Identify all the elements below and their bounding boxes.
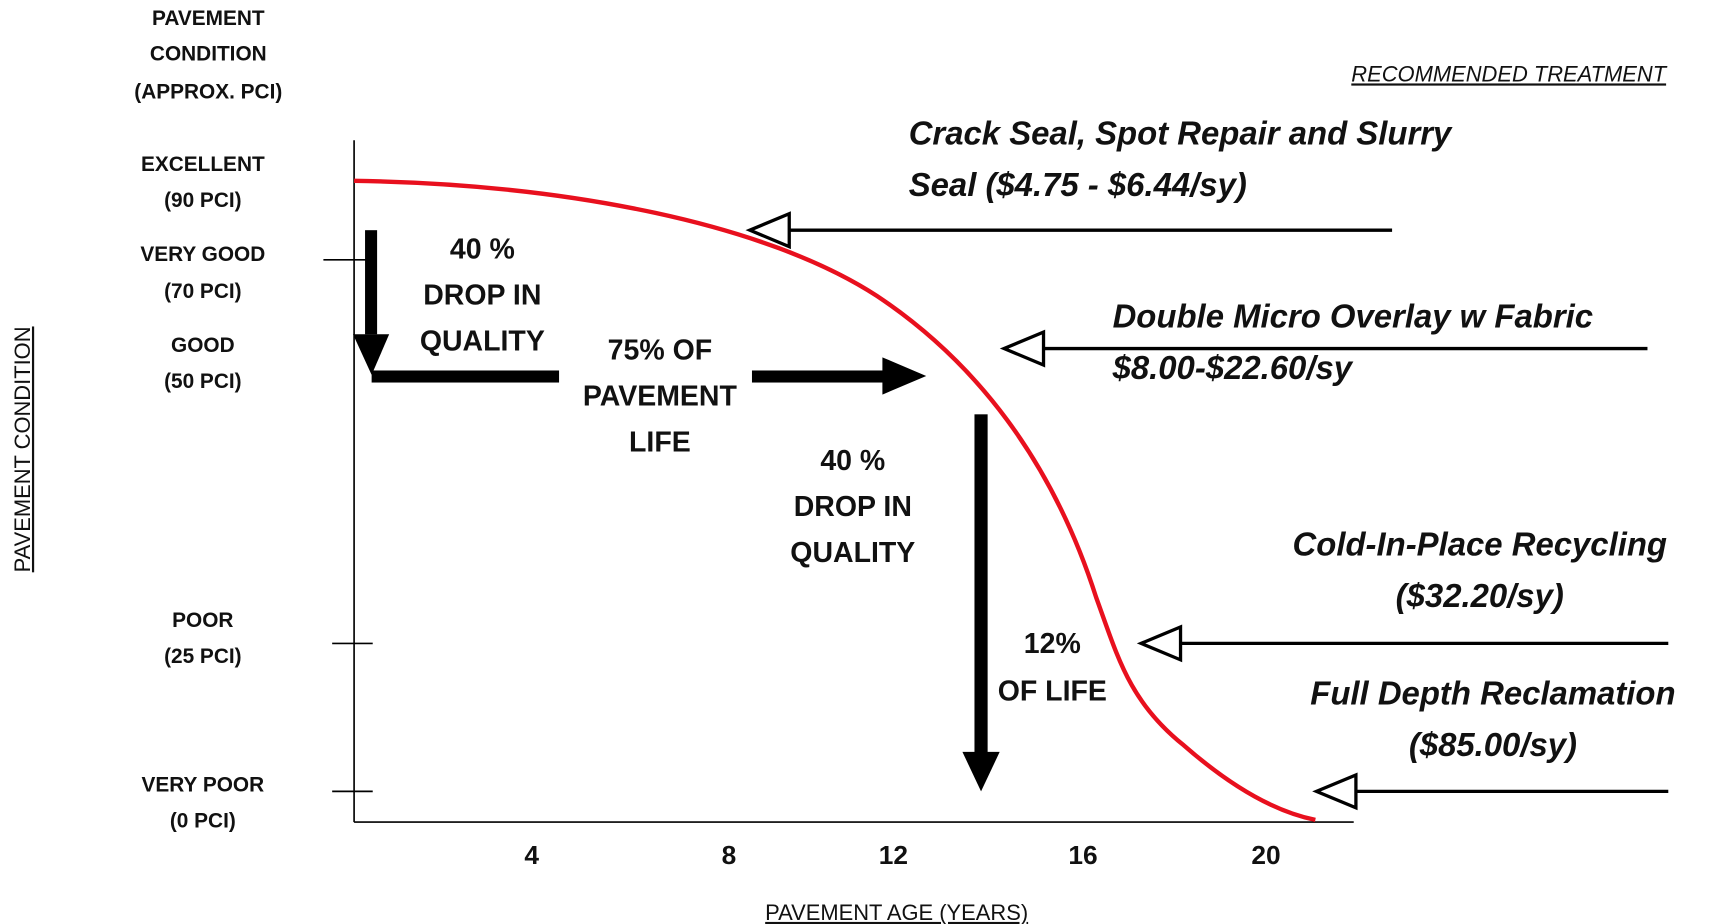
x-tick-label: 20 (1251, 840, 1280, 870)
y-axis-header: (APPROX. PCI) (134, 81, 282, 104)
treatment-label: Double Micro Overlay w Fabric (1113, 298, 1593, 335)
treatment-label: Full Depth Reclamation (1310, 675, 1675, 712)
x-tick-label: 12 (879, 840, 908, 870)
annotation: DROP IN (794, 491, 912, 523)
annotation: 40 % (450, 234, 515, 266)
y-level-label: GOOD (171, 334, 235, 357)
treatment-arrows (745, 211, 1669, 811)
treatment-label: Seal ($4.75 - $6.44/sy) (909, 166, 1247, 203)
annotation: DROP IN (423, 280, 541, 312)
y-level-label: (50 PCI) (164, 370, 241, 393)
y-level-label: (25 PCI) (164, 645, 241, 668)
y-level-label: (90 PCI) (164, 189, 241, 212)
treatment-label: ($85.00/sy) (1409, 726, 1577, 763)
y-level-label: VERY GOOD (140, 243, 265, 266)
y-level-label: POOR (172, 609, 233, 632)
x-tick-label: 4 (524, 840, 539, 870)
y-level-label: EXCELLENT (141, 153, 265, 176)
y-axis-title: PAVEMENT CONDITION (10, 326, 35, 572)
annotation: 40 % (820, 445, 885, 477)
x-axis-title: PAVEMENT AGE (YEARS) (765, 900, 1028, 924)
treatment-label: Crack Seal, Spot Repair and Slurry (909, 115, 1453, 152)
annotation: QUALITY (790, 537, 915, 569)
annotation: OF LIFE (998, 675, 1107, 707)
y-axis-header: CONDITION (150, 42, 267, 65)
x-tick-label: 8 (722, 840, 737, 870)
annotation: QUALITY (420, 326, 545, 358)
annotation: 12% (1024, 628, 1081, 660)
treatment-label: $8.00-$22.60/sy (1112, 349, 1354, 386)
axes (323, 140, 1354, 823)
y-level-label: (0 PCI) (170, 810, 236, 833)
treatment-label: Cold-In-Place Recycling (1293, 526, 1668, 563)
annotation: 75% OF (608, 334, 712, 366)
treatment-label: ($32.20/sy) (1396, 577, 1564, 614)
annotation: PAVEMENT (583, 380, 738, 412)
annotation: LIFE (629, 426, 691, 458)
y-axis-header: PAVEMENT (152, 7, 265, 30)
x-tick-label: 16 (1068, 840, 1097, 870)
y-level-label: (70 PCI) (164, 280, 241, 303)
y-level-label: VERY POOR (142, 773, 265, 796)
treatments-header: RECOMMENDED TREATMENT (1351, 61, 1667, 86)
deterioration-curve (354, 178, 1316, 823)
drop-arrows (352, 230, 1000, 792)
